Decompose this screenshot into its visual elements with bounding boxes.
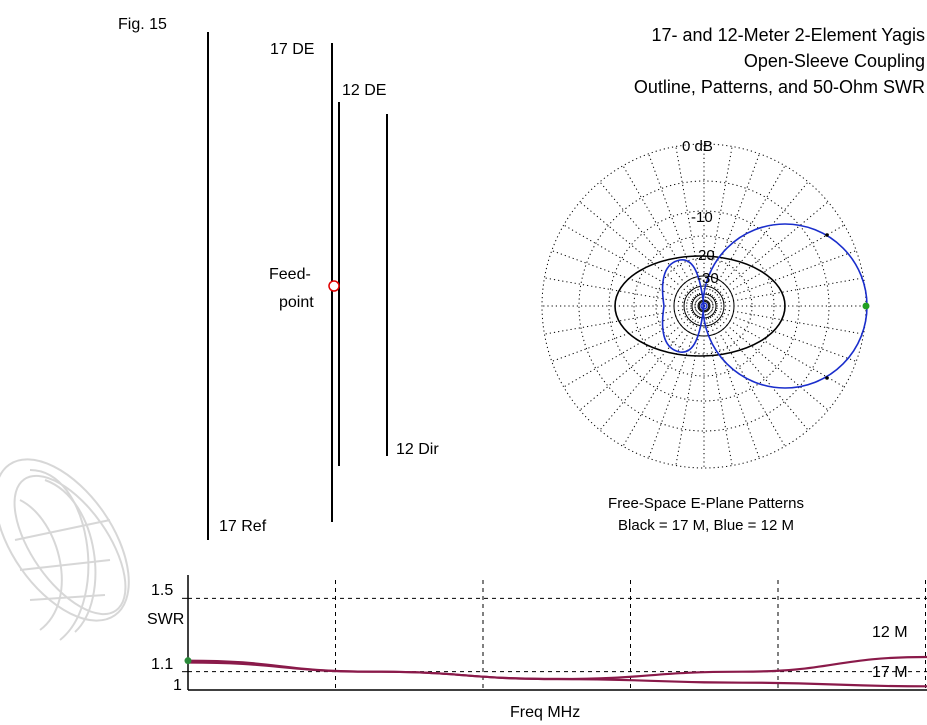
- polar-spoke: [703, 224, 845, 307]
- swr-series-17m: [187, 661, 927, 688]
- polar-spoke: [675, 305, 705, 466]
- polar-spoke: [648, 305, 705, 459]
- polar-spoke: [703, 305, 864, 335]
- polar-spoke: [563, 305, 705, 388]
- antenna-outline: [207, 32, 388, 540]
- polar-spoke: [622, 165, 705, 307]
- ring-label-20: -20: [693, 247, 715, 264]
- polar-spoke: [703, 305, 845, 388]
- feedpoint-marker: [328, 280, 340, 292]
- polar-spoke: [703, 305, 786, 447]
- label-feedpoint-2: point: [279, 294, 314, 311]
- polar-spoke: [703, 305, 760, 459]
- label-feedpoint-1: Feed-: [269, 266, 311, 283]
- label-12-de: 12 DE: [342, 82, 387, 99]
- polar-spoke: [622, 305, 705, 447]
- max-gain-marker: [862, 302, 870, 310]
- pattern-marker-dot: [825, 376, 829, 380]
- polar-ring: [633, 235, 775, 377]
- polar-spoke: [675, 146, 705, 307]
- polar-spoke: [703, 305, 809, 431]
- polar-spoke: [703, 250, 857, 307]
- title-line-1: 17- and 12-Meter 2-Element Yagis: [651, 25, 925, 45]
- polar-caption-1: Free-Space E-Plane Patterns: [608, 495, 804, 512]
- label-12-dir: 12 Dir: [396, 441, 439, 458]
- polar-spoke: [703, 305, 857, 362]
- title-line-2: Open-Sleeve Coupling: [743, 51, 925, 71]
- swr-ytick-1-5: 1.5: [151, 582, 174, 599]
- polar-spoke: [703, 165, 786, 307]
- series-label-17m: 17 M: [872, 664, 908, 681]
- swr-ytick-1-1: 1.1: [151, 656, 174, 673]
- ring-label-10: -10: [691, 209, 713, 226]
- polar-spoke: [703, 201, 829, 307]
- polar-spoke: [703, 153, 760, 307]
- polar-spoke: [544, 305, 705, 335]
- polar-spoke: [648, 153, 705, 307]
- swr-xlabel: Freq MHz: [510, 704, 581, 721]
- series-label-12m: 12 M: [872, 624, 908, 641]
- ring-label-30: -30: [697, 270, 719, 287]
- swr-ytick-1: 1: [173, 677, 182, 694]
- polar-spoke: [703, 305, 829, 411]
- polar-spoke: [551, 250, 705, 307]
- figure-label: Fig. 15: [118, 16, 167, 33]
- swr-chart: [182, 575, 927, 691]
- polar-spoke: [544, 277, 705, 307]
- polar-ring: [655, 257, 753, 355]
- pattern-marker-dot: [825, 233, 829, 237]
- polar-spoke: [579, 305, 705, 411]
- pattern-17m: [614, 255, 786, 357]
- polar-ring: [578, 180, 830, 432]
- polar-spoke: [563, 224, 705, 307]
- polar-ring: [608, 210, 800, 402]
- pattern-12m-back-lobe: [661, 259, 705, 353]
- swr-start-marker: [184, 657, 192, 665]
- watermark-logo: [0, 458, 130, 641]
- polar-spoke: [703, 305, 733, 466]
- polar-plot: [541, 143, 870, 469]
- polar-spoke: [703, 146, 733, 307]
- title-line-3: Outline, Patterns, and 50-Ohm SWR: [633, 77, 925, 97]
- swr-ylabel: SWR: [147, 611, 185, 628]
- polar-ring: [683, 285, 725, 327]
- polar-spoke: [551, 305, 705, 362]
- polar-spoke: [599, 305, 705, 431]
- polar-caption-2: Black = 17 M, Blue = 12 M: [618, 517, 794, 534]
- polar-spoke: [703, 181, 809, 307]
- label-17-de: 17 DE: [270, 41, 315, 58]
- polar-spoke: [579, 201, 705, 307]
- ring-label-0db: 0 dB: [682, 138, 713, 155]
- polar-spoke: [703, 277, 864, 307]
- polar-spoke: [599, 181, 705, 307]
- pattern-center-dot: [700, 302, 708, 310]
- label-17-ref: 17 Ref: [219, 518, 267, 535]
